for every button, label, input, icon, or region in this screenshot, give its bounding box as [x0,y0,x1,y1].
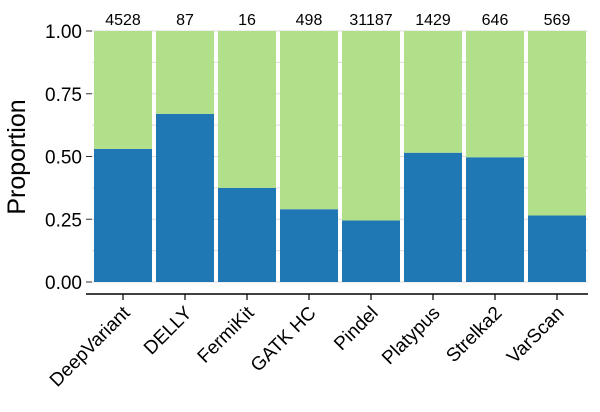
bar-segment-lower [528,215,586,282]
bar-segment-upper [466,31,524,158]
y-tick-label: 0.00 [45,273,82,294]
bar-segment-lower [466,157,524,282]
y-tick-label: 0.50 [45,148,82,169]
x-tick-label: Pindel [330,303,382,355]
bar-segment-lower [342,220,400,282]
count-label: 31187 [349,12,392,29]
y-tick-label: 0.25 [45,210,82,231]
bar-segment-lower [94,148,152,282]
bar-segment-lower [280,209,338,282]
x-tick-label: Platypus [378,303,444,369]
bar-segment-upper [156,31,214,114]
bar-segment-upper [528,31,586,216]
y-tick-label: 0.75 [45,85,82,106]
bar-segment-upper [280,31,338,210]
x-tick-label: GATK HC [247,303,321,377]
x-tick-label: Strelka2 [442,303,506,367]
count-label: 87 [176,12,194,29]
bar-segment-upper [404,31,462,153]
y-axis: 0.00 0.25 0.50 0.75 1.00 [45,22,92,294]
x-tick-label: DeepVariant [46,302,135,391]
bar-segment-upper [342,31,400,221]
x-tick-label: DELLY [140,302,197,359]
y-axis-title: Proportion [3,99,31,214]
bar-segment-lower [404,152,462,282]
count-label: 4528 [105,12,141,29]
count-label: 498 [296,12,323,29]
count-label: 1429 [415,12,451,29]
bar-segment-lower [218,187,276,282]
x-tick-label: FermiKit [194,302,259,367]
bar-segment-lower [156,113,214,282]
count-label: 646 [482,12,509,29]
bar-segment-upper [94,31,152,149]
count-label: 16 [238,12,256,29]
y-tick-label: 1.00 [45,22,82,43]
x-tick-label: VarScan [503,303,568,368]
bar-segment-upper [218,31,276,188]
bars [94,31,586,282]
count-label: 569 [544,12,571,29]
count-labels: 4528 87 16 498 31187 1429 646 569 [105,12,570,29]
